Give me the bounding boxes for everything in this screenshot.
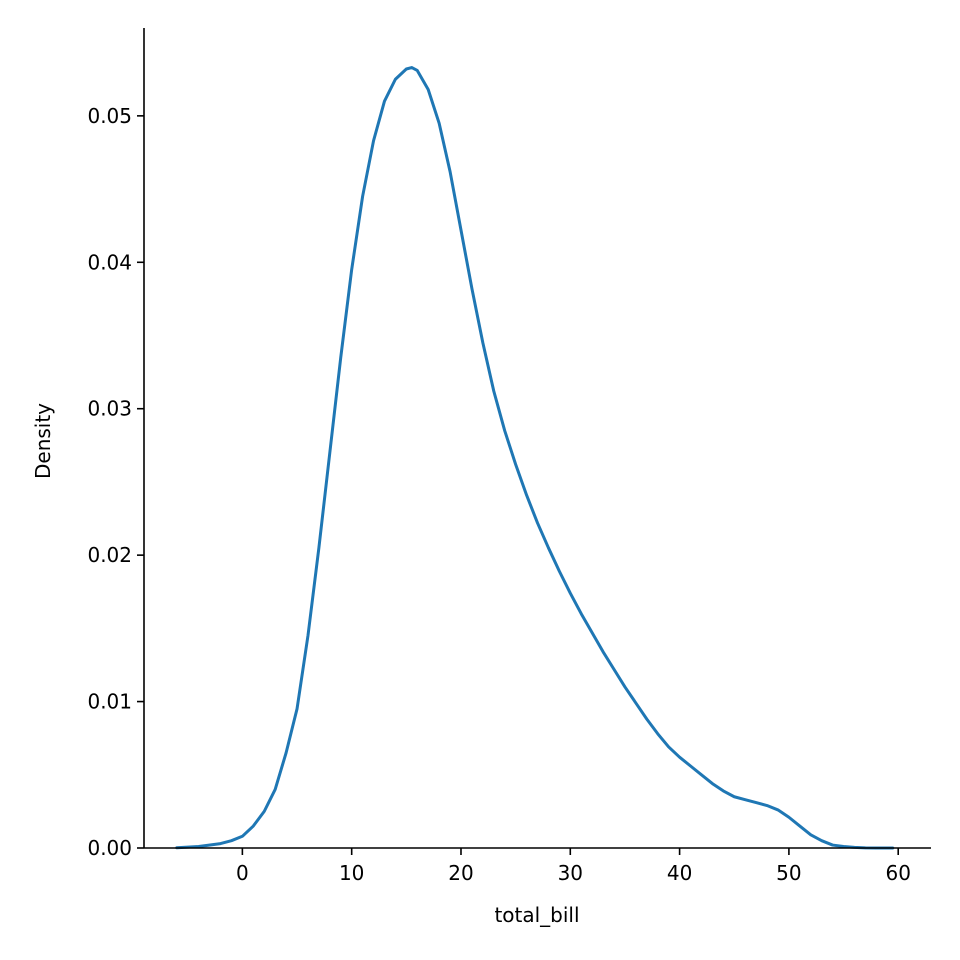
y-axis-ticks: 0.00 0.01 0.02 0.03 0.04 0.05 [87, 104, 144, 860]
y-tick-label: 0.00 [87, 836, 132, 860]
y-tick-label: 0.03 [87, 397, 132, 421]
y-tick-label: 0.05 [87, 104, 132, 128]
y-tick-label: 0.04 [87, 250, 132, 274]
y-tick-label: 0.02 [87, 543, 132, 567]
x-axis-ticks: 0 10 20 30 40 50 60 [236, 848, 911, 885]
x-tick-label: 0 [236, 861, 249, 885]
x-tick-label: 60 [885, 861, 910, 885]
x-tick-label: 10 [339, 861, 364, 885]
x-tick-label: 40 [667, 861, 692, 885]
kde-density-line [175, 66, 895, 850]
x-tick-label: 30 [558, 861, 583, 885]
y-axis-label: Density [31, 403, 55, 479]
x-tick-label: 20 [448, 861, 473, 885]
y-tick-label: 0.01 [87, 690, 132, 714]
x-tick-label: 50 [776, 861, 801, 885]
x-axis-label: total_bill [494, 903, 579, 927]
plot-area [175, 66, 895, 850]
